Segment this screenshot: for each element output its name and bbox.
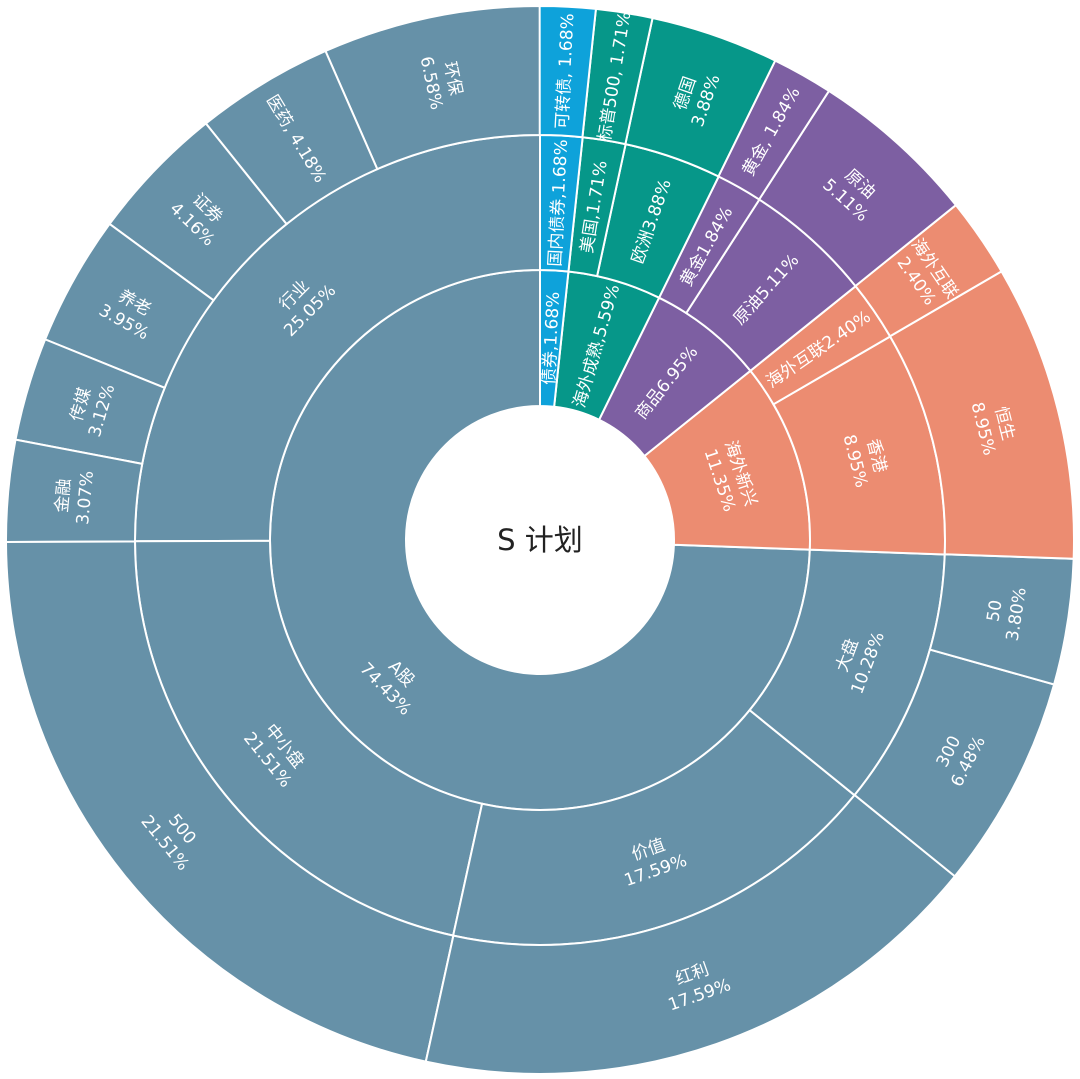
outer-segment-10	[888, 269, 1076, 560]
inner-ring	[269, 268, 811, 811]
outer-segment-16	[538, 5, 598, 139]
center-label: S 计划	[497, 523, 583, 557]
inner-label-4: 债券,1.68%	[539, 291, 564, 385]
outer-segment-8	[853, 648, 1056, 878]
outer-segment-12	[757, 89, 958, 288]
outer-segment-9	[928, 553, 1075, 686]
outer-segment-7	[424, 793, 957, 1076]
center-hole	[406, 406, 674, 674]
outer-segment-15	[581, 7, 654, 146]
outer-segment-11	[854, 203, 1003, 338]
outer-segment-14	[624, 16, 777, 178]
outer-segment-13	[717, 59, 831, 201]
outer-segment-5	[5, 438, 144, 544]
outer-segment-6	[4, 540, 455, 1063]
outer-ring	[4, 4, 1076, 1076]
outer-segment-4	[14, 338, 166, 466]
outer-segment-3	[43, 222, 215, 390]
outer-label-5: 金融3.07%	[51, 468, 98, 526]
outer-segment-1	[204, 49, 379, 226]
